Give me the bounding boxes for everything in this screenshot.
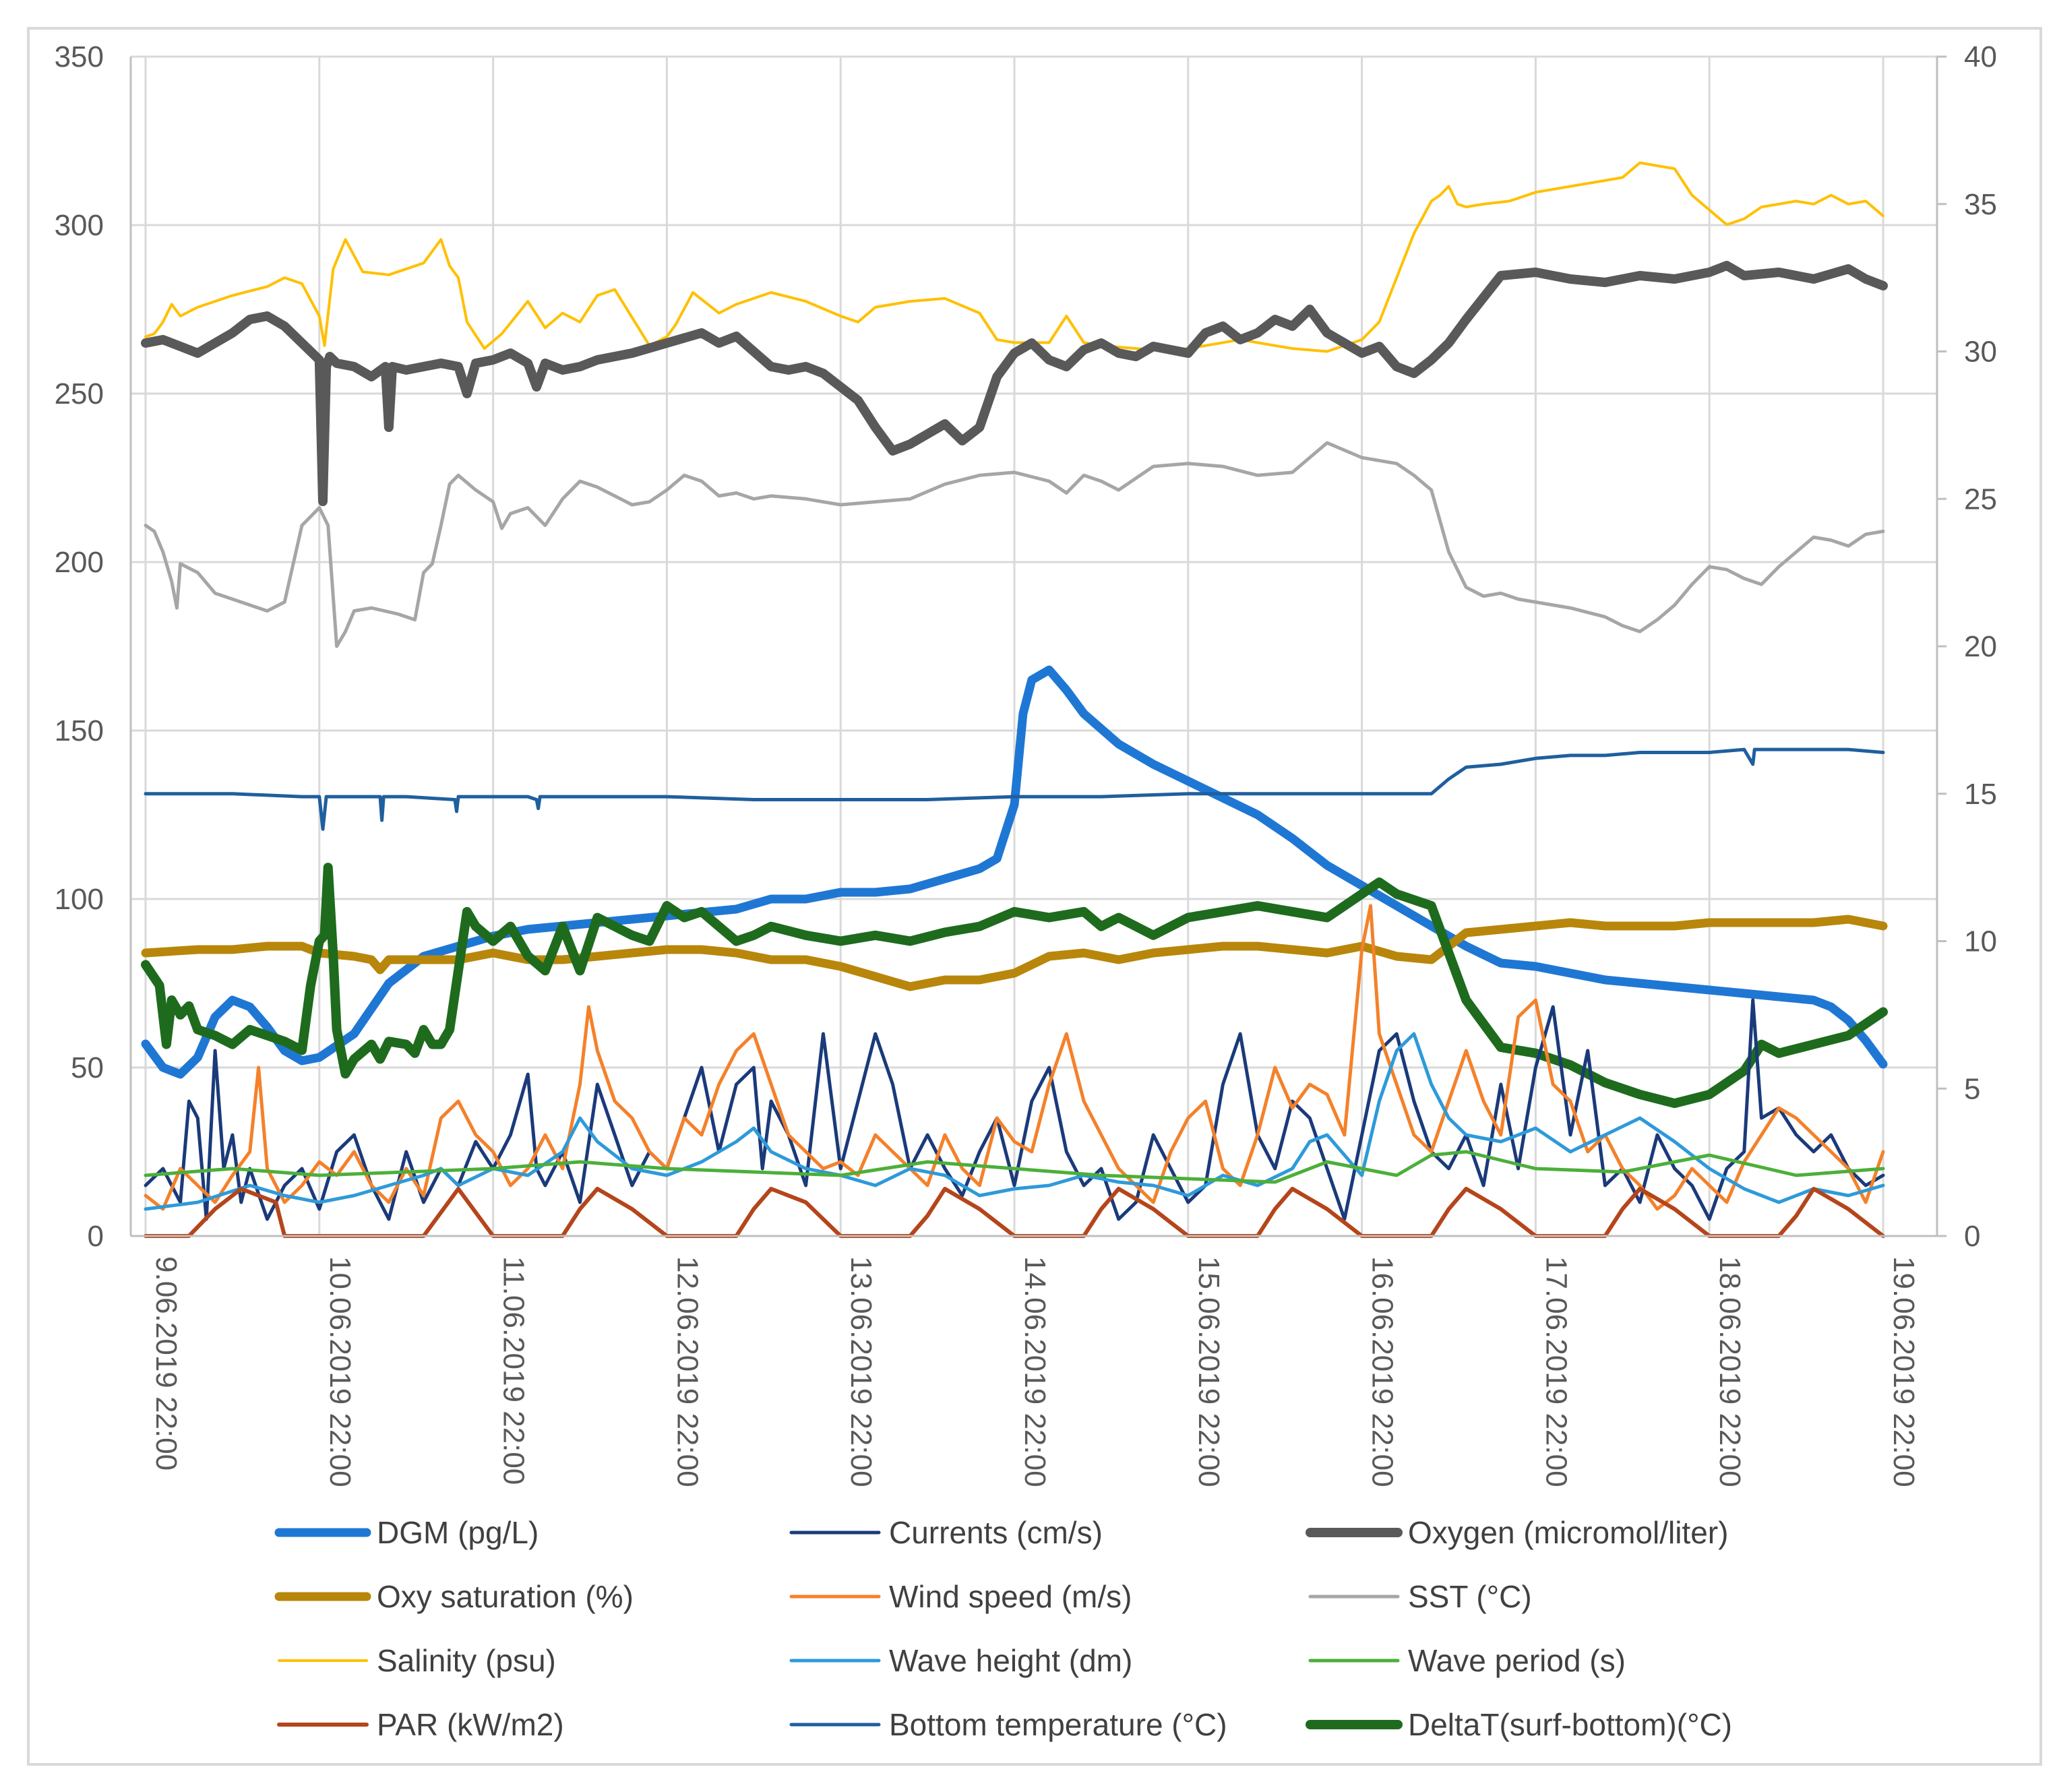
y-tick-label: 250: [55, 377, 104, 410]
legend-label: SST (°C): [1408, 1579, 1532, 1614]
legend-label: Wind speed (m/s): [889, 1579, 1132, 1614]
grid-lines: [131, 55, 1937, 1237]
legend-label: Salinity (psu): [377, 1643, 556, 1678]
legend-label: Oxygen (micromol/liter): [1408, 1515, 1728, 1550]
series-line-sst-c: [144, 441, 1885, 648]
legend-label: Oxy saturation (%): [377, 1579, 634, 1614]
series-line-deltat-surf-bottom-c: [141, 863, 1888, 1109]
x-tick-label: 9.06.2019 22:00: [150, 1256, 183, 1471]
y2-tick-label: 5: [1964, 1072, 1980, 1105]
y2-tick-label: 10: [1964, 925, 1997, 958]
x-tick-label: 16.06.2019 22:00: [1366, 1256, 1399, 1487]
y2-tick-label: 35: [1964, 188, 1997, 221]
x-tick-label: 19.06.2019 22:00: [1887, 1256, 1920, 1487]
x-tick-label: 10.06.2019 22:00: [324, 1256, 357, 1487]
legend-label: PAR (kW/m2): [377, 1707, 564, 1742]
x-tick-group: 18.06.2019 22:00: [1713, 1256, 1746, 1487]
legend-label: DeltaT(surf-bottom)(°C): [1408, 1707, 1732, 1742]
series-line-salinity-psu: [144, 161, 1884, 353]
y2-tick-label: 30: [1964, 336, 1997, 369]
x-tick-label: 12.06.2019 22:00: [671, 1256, 704, 1487]
x-tick-group: 19.06.2019 22:00: [1887, 1256, 1920, 1487]
legend-label: Wave period (s): [1408, 1643, 1626, 1678]
legend: DGM (pg/L) Currents (cm/s) Oxygen (micromo…: [274, 1515, 1732, 1742]
series-line-dgm-pg-l: [141, 665, 1888, 1079]
y2-tick-label: 0: [1964, 1220, 1980, 1253]
x-tick-group: 10.06.2019 22:00: [324, 1256, 357, 1487]
x-tick-group: 12.06.2019 22:00: [671, 1256, 704, 1487]
x-tick-group: 14.06.2019 22:00: [1018, 1256, 1051, 1487]
series-line-oxygen-micromol-liter: [141, 261, 1888, 506]
y-tick-label: 0: [88, 1220, 104, 1253]
y-tick-label: 150: [55, 714, 104, 747]
y2-tick-label: 15: [1964, 778, 1997, 811]
x-tick-label: 11.06.2019 22:00: [497, 1256, 530, 1485]
x-tick-group: 13.06.2019 22:00: [845, 1256, 878, 1487]
series-line-currents-cm-s: [144, 998, 1885, 1221]
y-tick-label: 100: [55, 883, 104, 916]
y2-tick-label: 20: [1964, 630, 1997, 663]
x-tick-label: 17.06.2019 22:00: [1539, 1256, 1572, 1487]
y-tick-label: 350: [55, 40, 104, 73]
x-tick-label: 18.06.2019 22:00: [1713, 1256, 1746, 1487]
x-tick-group: 17.06.2019 22:00: [1539, 1256, 1572, 1487]
y-tick-label: 200: [55, 546, 104, 579]
chart-frame: 0 50 100 150 200 250 300 350 9.06.2019 22:00 10.0…: [27, 27, 2042, 1766]
x-tick-group: 9.06.2019 22:00: [150, 1256, 183, 1471]
series-line-wave-height-dm: [144, 1032, 1885, 1211]
x-tick-label: 13.06.2019 22:00: [845, 1256, 878, 1487]
x-tick-group: 11.06.2019 22:00: [497, 1256, 530, 1485]
legend-label: Bottom temperature (°C): [889, 1707, 1227, 1742]
legend-label: Wave height (dm): [889, 1643, 1132, 1678]
y2-tick-label: 25: [1964, 483, 1997, 516]
y2-tick-label: 40: [1964, 40, 1997, 73]
legend-label: Currents (cm/s): [889, 1515, 1103, 1550]
legend-label: DGM (pg/L): [377, 1515, 539, 1550]
series-line-oxy-saturation: [141, 915, 1888, 991]
x-tick-group: 15.06.2019 22:00: [1192, 1256, 1225, 1487]
x-tick-group: 16.06.2019 22:00: [1366, 1256, 1399, 1487]
x-tick-label: 15.06.2019 22:00: [1192, 1256, 1225, 1487]
series-line-bottom-temperature-c: [144, 747, 1885, 831]
series-line-wave-period-s: [144, 1150, 1885, 1184]
y-tick-label: 50: [71, 1051, 104, 1084]
x-tick-label: 14.06.2019 22:00: [1018, 1256, 1051, 1487]
y-tick-label: 300: [55, 209, 104, 242]
